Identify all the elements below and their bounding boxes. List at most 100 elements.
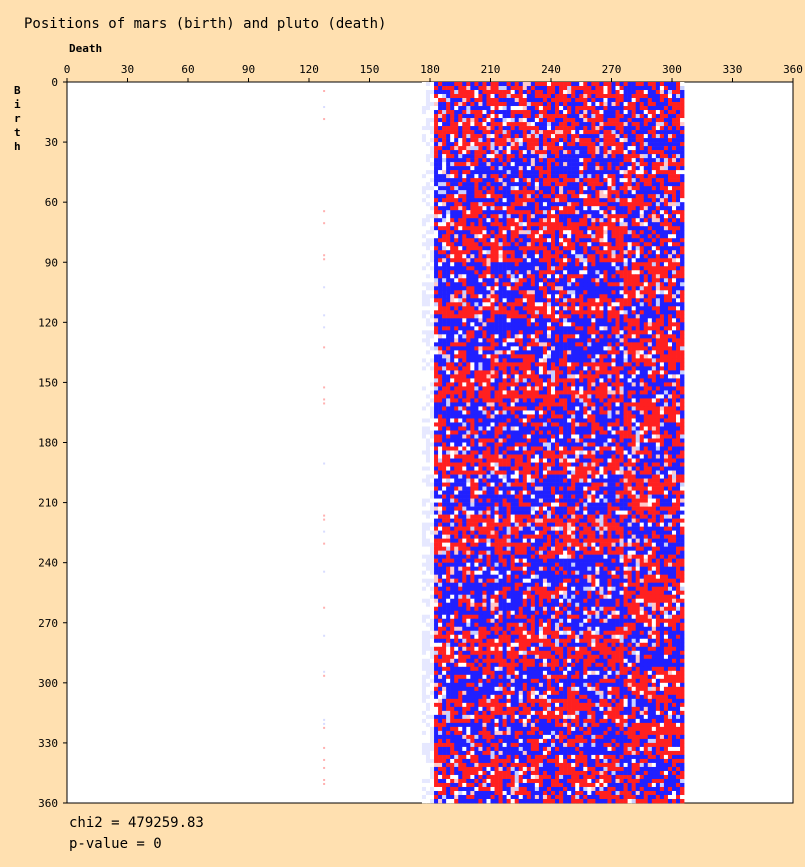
heat-cell xyxy=(462,370,467,375)
heat-cell xyxy=(655,138,661,143)
heat-cell xyxy=(425,326,431,331)
heat-cell xyxy=(551,238,556,243)
heat-cell xyxy=(534,230,540,235)
heat-cell xyxy=(466,374,471,379)
heat-cell xyxy=(635,266,641,271)
heat-cell xyxy=(635,94,641,99)
heat-cell xyxy=(615,186,620,191)
heat-cell xyxy=(611,306,616,311)
heat-cell xyxy=(555,242,560,247)
heat-cell xyxy=(458,386,463,391)
heat-cell xyxy=(510,294,515,299)
heat-cell xyxy=(659,202,665,207)
heat-cell xyxy=(522,214,528,219)
heat-cell xyxy=(651,338,657,343)
heat-cell xyxy=(486,258,491,263)
heat-cell xyxy=(478,266,483,271)
heat-cell xyxy=(639,138,645,143)
heat-cell xyxy=(555,210,560,215)
heat-cell xyxy=(478,138,483,143)
heat-cell xyxy=(623,354,628,359)
heat-cell xyxy=(571,162,576,167)
heat-cell xyxy=(534,218,540,223)
heat-cell xyxy=(458,262,463,267)
heat-cell xyxy=(494,242,499,247)
heat-cell xyxy=(446,170,451,175)
heat-cell xyxy=(611,282,616,287)
heat-cell xyxy=(587,326,592,331)
heat-cell xyxy=(615,282,620,287)
heat-cell xyxy=(546,146,552,151)
heat-cell xyxy=(486,254,491,259)
heat-cell xyxy=(631,210,636,215)
heat-cell xyxy=(546,226,552,231)
heat-cell xyxy=(474,186,479,191)
heat-cell xyxy=(555,218,560,223)
heat-cell xyxy=(534,138,540,143)
heat-cell xyxy=(458,82,463,87)
heat-cell xyxy=(639,130,645,135)
heat-cell xyxy=(478,386,483,391)
heat-cell xyxy=(651,266,657,271)
heat-cell xyxy=(643,218,649,223)
heat-cell xyxy=(676,314,681,319)
heat-cell xyxy=(498,262,503,267)
heat-cell xyxy=(651,138,657,143)
heat-cell xyxy=(587,150,592,155)
heat-cell xyxy=(430,242,435,247)
heat-cell xyxy=(542,254,548,259)
heat-cell xyxy=(450,310,455,315)
heat-cell xyxy=(546,378,552,383)
heat-cell xyxy=(506,122,511,127)
heat-cell xyxy=(474,326,479,331)
heat-cell xyxy=(486,270,491,275)
heat-cell xyxy=(462,306,467,311)
heat-cell xyxy=(643,354,649,359)
heat-cell xyxy=(482,166,487,171)
heat-cell xyxy=(591,194,596,199)
heat-cell xyxy=(454,226,459,231)
heat-cell xyxy=(530,122,536,127)
heat-cell xyxy=(595,366,600,371)
heat-cell xyxy=(538,382,544,387)
heat-cell xyxy=(599,274,604,279)
heat-cell xyxy=(647,278,653,283)
heat-cell xyxy=(575,142,580,147)
heat-cell xyxy=(506,158,511,163)
heat-cell xyxy=(587,246,592,251)
heat-cell xyxy=(599,362,604,367)
heat-cell xyxy=(603,370,608,375)
heat-cell xyxy=(583,86,588,91)
heat-cell xyxy=(430,378,435,383)
heat-cell xyxy=(680,126,685,131)
heat-cell xyxy=(551,98,556,103)
heat-cell xyxy=(555,326,560,331)
heat-cell xyxy=(478,370,483,375)
heat-cell xyxy=(603,274,608,279)
heat-cell xyxy=(676,158,681,163)
heat-cell xyxy=(442,82,447,87)
heat-cell xyxy=(450,118,455,123)
heat-cell xyxy=(506,242,511,247)
heat-cell xyxy=(442,194,447,199)
heat-cell xyxy=(663,158,669,163)
heat-cell xyxy=(538,362,544,367)
heat-cell xyxy=(635,86,641,91)
heat-cell xyxy=(538,310,544,315)
heat-cell xyxy=(627,326,632,331)
heat-cell xyxy=(571,202,576,207)
heat-cell xyxy=(442,182,447,187)
heat-cell xyxy=(450,170,455,175)
heat-cell xyxy=(663,382,669,387)
heat-cell xyxy=(591,234,596,239)
heat-cell xyxy=(454,86,459,91)
heat-cell xyxy=(494,238,499,243)
heat-cell xyxy=(615,178,620,183)
heat-cell xyxy=(430,218,435,223)
heat-cell xyxy=(490,102,495,107)
heat-cell xyxy=(438,338,443,343)
heat-cell xyxy=(555,342,560,347)
heat-cell xyxy=(514,366,520,371)
heat-cell xyxy=(518,210,524,215)
heat-cell xyxy=(526,138,532,143)
